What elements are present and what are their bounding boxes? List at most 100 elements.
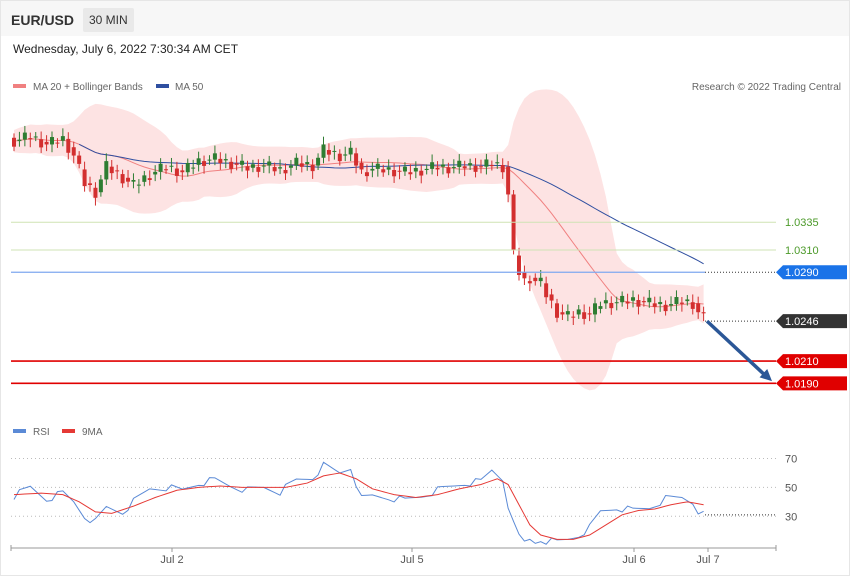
candle bbox=[533, 273, 538, 286]
candle bbox=[212, 145, 217, 166]
candle-body bbox=[348, 147, 353, 155]
candle bbox=[658, 296, 663, 312]
candle bbox=[506, 161, 511, 203]
candle bbox=[305, 155, 310, 171]
candle bbox=[647, 290, 652, 308]
projection-arrow-line bbox=[705, 319, 768, 378]
candle bbox=[587, 306, 592, 322]
candle bbox=[66, 132, 71, 160]
candle-body bbox=[495, 162, 500, 164]
candle bbox=[261, 158, 266, 173]
candle-body bbox=[109, 166, 114, 174]
candle-body bbox=[202, 161, 207, 166]
candle-body bbox=[136, 184, 141, 186]
candle bbox=[136, 179, 141, 194]
candle bbox=[55, 138, 60, 148]
moving-averages bbox=[13, 138, 704, 308]
timeframe-badge[interactable]: 30 MIN bbox=[83, 8, 134, 32]
candle bbox=[641, 296, 646, 307]
candle bbox=[457, 154, 462, 174]
candle bbox=[495, 154, 500, 169]
candle bbox=[500, 158, 505, 179]
candle bbox=[625, 293, 630, 310]
candle-body bbox=[375, 163, 380, 169]
candle-body bbox=[457, 160, 462, 168]
candle-body bbox=[185, 162, 190, 173]
candle-body bbox=[603, 300, 608, 304]
candle-body bbox=[191, 167, 196, 169]
candle bbox=[473, 158, 478, 178]
candle-body bbox=[674, 297, 679, 305]
level-tag bbox=[776, 376, 847, 391]
candle bbox=[555, 298, 559, 323]
candle bbox=[17, 131, 22, 147]
candle-body bbox=[370, 168, 375, 171]
candle bbox=[669, 296, 674, 312]
candle bbox=[696, 296, 701, 319]
candle bbox=[478, 159, 483, 174]
candle-body bbox=[158, 163, 163, 172]
candle bbox=[98, 175, 103, 197]
candle-body bbox=[71, 147, 76, 156]
candle-body bbox=[60, 136, 65, 141]
candle-body bbox=[267, 161, 272, 166]
candle-body bbox=[679, 302, 684, 304]
candle bbox=[381, 164, 386, 177]
candle bbox=[104, 153, 109, 185]
candle-body bbox=[538, 277, 543, 282]
candle-body bbox=[440, 164, 445, 167]
candle bbox=[310, 159, 315, 179]
candle-body bbox=[55, 142, 60, 144]
candle-body bbox=[153, 171, 158, 175]
candle bbox=[71, 141, 76, 164]
candle-body bbox=[354, 153, 359, 166]
chart-header: EUR/USD 30 MIN bbox=[1, 1, 849, 36]
candle bbox=[28, 132, 33, 148]
candle-body bbox=[50, 137, 55, 145]
rsi-panel: 70 50 30 bbox=[11, 454, 797, 545]
candle bbox=[370, 162, 375, 178]
candle-body bbox=[44, 141, 49, 145]
candle-body bbox=[321, 144, 326, 158]
candle-body bbox=[245, 166, 250, 171]
candle-body bbox=[435, 167, 440, 170]
candle-body bbox=[555, 303, 559, 318]
candle-body bbox=[397, 170, 402, 172]
candle-body bbox=[174, 168, 179, 176]
candle-body bbox=[544, 283, 549, 298]
candle-body bbox=[451, 167, 456, 169]
candle bbox=[39, 131, 44, 153]
level-resistance: 1.0310 bbox=[11, 245, 819, 257]
candle-body bbox=[565, 311, 570, 315]
candle-body bbox=[408, 172, 413, 175]
candle-body bbox=[484, 159, 489, 167]
candle bbox=[359, 158, 364, 174]
candle-body bbox=[576, 309, 581, 315]
candle bbox=[180, 164, 185, 180]
candle bbox=[158, 158, 163, 180]
candle bbox=[603, 292, 608, 309]
level-resistance: 1.0335 bbox=[11, 217, 819, 229]
candle bbox=[283, 163, 288, 180]
candle bbox=[435, 161, 440, 177]
candle-body bbox=[560, 312, 565, 315]
level-support: 1.0210 bbox=[11, 354, 847, 369]
candle bbox=[685, 295, 690, 306]
candle-body bbox=[66, 138, 71, 153]
candle bbox=[278, 159, 283, 175]
candle bbox=[147, 170, 152, 186]
candle bbox=[631, 290, 636, 308]
candle bbox=[299, 155, 304, 173]
candle bbox=[202, 155, 207, 174]
candle-body bbox=[636, 300, 641, 307]
x-axis: Jul 2 Jul 5 Jul 6 Jul 7 bbox=[10, 545, 777, 566]
candle bbox=[375, 158, 380, 177]
candle bbox=[397, 165, 402, 180]
candle-body bbox=[229, 161, 234, 169]
candle-body bbox=[120, 174, 125, 184]
candle bbox=[386, 159, 391, 176]
candle-body bbox=[468, 163, 473, 166]
candle bbox=[419, 165, 424, 184]
candle-body bbox=[696, 303, 701, 313]
